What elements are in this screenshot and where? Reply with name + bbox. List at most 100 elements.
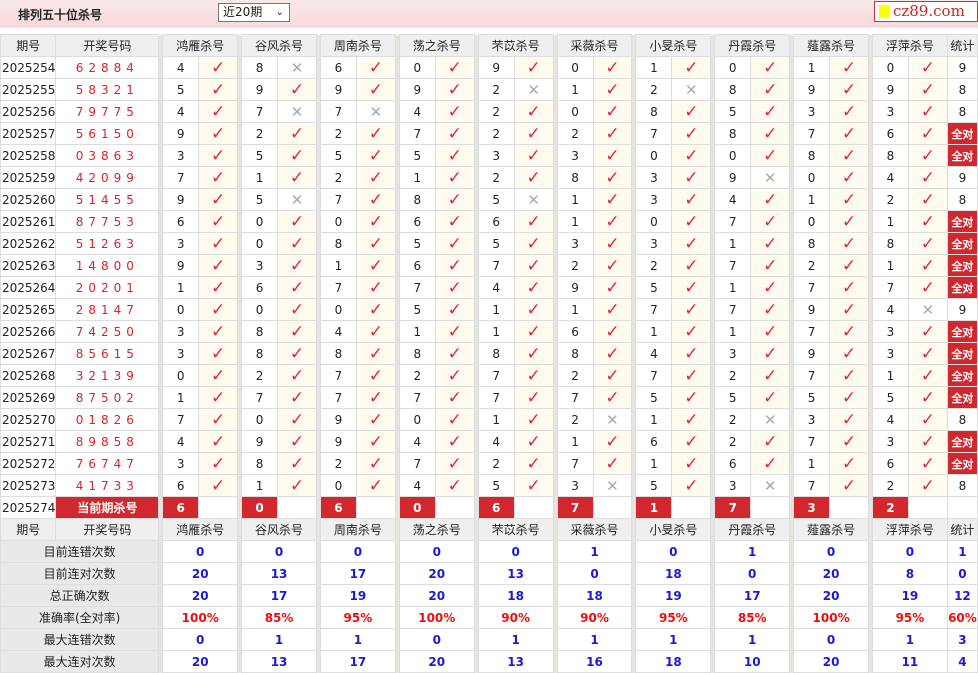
header-expert[interactable]: 小旻杀号 bbox=[635, 518, 712, 541]
stats-label: 准确率(全对率) bbox=[0, 606, 160, 629]
check-icon: ✓ bbox=[763, 79, 778, 100]
result-cell: ✓ bbox=[277, 452, 317, 475]
header-expert[interactable]: 芣苡杀号 bbox=[477, 518, 554, 541]
header-expert[interactable]: 芣苡杀号 bbox=[477, 34, 554, 57]
kill-number: 4 bbox=[872, 298, 909, 321]
draw-numbers: 87502 bbox=[55, 386, 160, 409]
kill-number: 3 bbox=[162, 232, 200, 255]
stats-label: 目前连错次数 bbox=[0, 540, 160, 563]
result-cell: ✓ bbox=[277, 430, 317, 453]
check-icon: ✓ bbox=[211, 79, 226, 100]
check-icon: ✓ bbox=[211, 123, 226, 144]
header-expert[interactable]: 采薇杀号 bbox=[556, 34, 633, 57]
check-icon: ✓ bbox=[920, 79, 936, 100]
kill-number: 7 bbox=[793, 122, 831, 145]
header-expert[interactable]: 丹霞杀号 bbox=[714, 34, 791, 57]
stats-value: 95% bbox=[319, 606, 396, 629]
kill-number: 1 bbox=[477, 320, 515, 343]
table-row: 2025263 14800 9 ✓ 3 ✓ 1 ✓ 6 ✓ 7 ✓ 2 ✓ 2 ✓ 7 ✓ 2 ✓ 1 ✓ 全对 bbox=[0, 254, 978, 277]
stats-value: 19 bbox=[872, 584, 948, 607]
kill-number: 7 bbox=[714, 298, 752, 321]
all-correct-badge: 全对 bbox=[946, 232, 978, 255]
kill-number: 3 bbox=[714, 474, 752, 497]
draw-numbers: 89858 bbox=[55, 430, 160, 453]
check-icon: ✓ bbox=[368, 299, 384, 320]
header-expert[interactable]: 荡之杀号 bbox=[398, 34, 475, 57]
check-icon: ✓ bbox=[447, 167, 462, 188]
check-icon: ✓ bbox=[841, 211, 857, 232]
issue-cell: 2025262 bbox=[0, 232, 57, 255]
issue-cell: 2025256 bbox=[0, 100, 57, 123]
header-expert[interactable]: 鸿雁杀号 bbox=[162, 518, 239, 541]
stats-value: 19 bbox=[319, 584, 396, 607]
header-expert[interactable]: 薤露杀号 bbox=[793, 34, 870, 57]
kill-number: 3 bbox=[714, 342, 752, 365]
result-cell: ✓ bbox=[198, 276, 239, 299]
result-cell: ✓ bbox=[277, 122, 317, 145]
issue-cell: 2025257 bbox=[0, 122, 57, 145]
table-row: 2025266 74250 3 ✓ 8 ✓ 4 ✓ 1 ✓ 1 ✓ 6 ✓ 1 ✓ 1 ✓ 7 ✓ 3 ✓ 全对 bbox=[0, 320, 978, 343]
stats-value: 0 bbox=[398, 628, 475, 651]
check-icon: ✓ bbox=[605, 79, 620, 100]
check-icon: ✓ bbox=[763, 101, 778, 122]
kill-number: 1 bbox=[556, 430, 594, 453]
draw-numbers: 74250 bbox=[55, 320, 160, 343]
kill-number: 9 bbox=[162, 188, 200, 211]
stats-value: 1 bbox=[714, 628, 791, 651]
header-expert[interactable]: 周南杀号 bbox=[319, 34, 396, 57]
result-cell: ✓ bbox=[513, 342, 554, 365]
issue-cell: 2025260 bbox=[0, 188, 57, 211]
header-expert[interactable]: 薤露杀号 bbox=[793, 518, 870, 541]
header-expert[interactable]: 鸿雁杀号 bbox=[162, 34, 239, 57]
kill-number: 7 bbox=[556, 452, 594, 475]
check-icon: ✓ bbox=[684, 189, 699, 210]
header-expert[interactable]: 小旻杀号 bbox=[635, 34, 712, 57]
header-expert[interactable]: 谷风杀号 bbox=[241, 34, 317, 57]
kill-number: 4 bbox=[162, 430, 200, 453]
kill-number: 4 bbox=[398, 430, 436, 453]
check-icon: ✓ bbox=[211, 453, 226, 474]
result-cell: ✓ bbox=[750, 320, 791, 343]
kill-number: 7 bbox=[162, 408, 200, 431]
stats-row: 准确率(全对率) 100% 85% 95% 100% 90% 90% 95% 85% 100% 95… bbox=[0, 606, 978, 629]
header-expert[interactable]: 周南杀号 bbox=[319, 518, 396, 541]
current-kill-number: 7 bbox=[714, 496, 752, 519]
header-expert[interactable]: 丹霞杀号 bbox=[714, 518, 791, 541]
period-select[interactable]: 近20期 ⌄ bbox=[218, 3, 290, 22]
header-expert[interactable]: 荡之杀号 bbox=[398, 518, 475, 541]
stats-value: 1 bbox=[872, 628, 948, 651]
result-cell: ✓ bbox=[907, 254, 948, 277]
stats-value: 20 bbox=[398, 562, 475, 585]
header-expert[interactable]: 浮萍杀号 bbox=[872, 34, 948, 57]
header-expert[interactable]: 浮萍杀号 bbox=[872, 518, 948, 541]
header-expert[interactable]: 采薇杀号 bbox=[556, 518, 633, 541]
current-kill-number: 6 bbox=[162, 496, 200, 519]
kill-number: 1 bbox=[162, 276, 200, 299]
stats-value: 0 bbox=[872, 540, 948, 563]
stats-value: 1 bbox=[556, 540, 633, 563]
check-icon: ✓ bbox=[841, 167, 857, 188]
cross-icon: ✕ bbox=[527, 190, 540, 209]
result-cell: ✓ bbox=[434, 254, 475, 277]
result-cell: ✓ bbox=[434, 144, 475, 167]
check-icon: ✓ bbox=[526, 277, 541, 298]
check-icon: ✓ bbox=[211, 299, 226, 320]
check-icon: ✓ bbox=[841, 123, 857, 144]
site-logo[interactable]: cz89.com bbox=[874, 1, 978, 22]
result-cell: ✓ bbox=[513, 452, 554, 475]
check-icon: ✓ bbox=[526, 167, 541, 188]
check-icon: ✓ bbox=[289, 233, 305, 254]
stats-value: 20 bbox=[793, 650, 870, 673]
result-cell: ✓ bbox=[434, 408, 475, 431]
header-issue: 期号 bbox=[0, 34, 57, 57]
stats-label: 最大连对次数 bbox=[0, 650, 160, 673]
result-cell: ✓ bbox=[750, 452, 791, 475]
result-cell: ✓ bbox=[355, 320, 396, 343]
stats-value: 18 bbox=[477, 584, 554, 607]
check-icon: ✓ bbox=[368, 387, 384, 408]
kill-number: 0 bbox=[241, 408, 279, 431]
header-expert[interactable]: 谷风杀号 bbox=[241, 518, 317, 541]
result-cell: ✓ bbox=[829, 78, 870, 101]
check-icon: ✓ bbox=[368, 189, 384, 210]
kill-number: 0 bbox=[793, 210, 831, 233]
